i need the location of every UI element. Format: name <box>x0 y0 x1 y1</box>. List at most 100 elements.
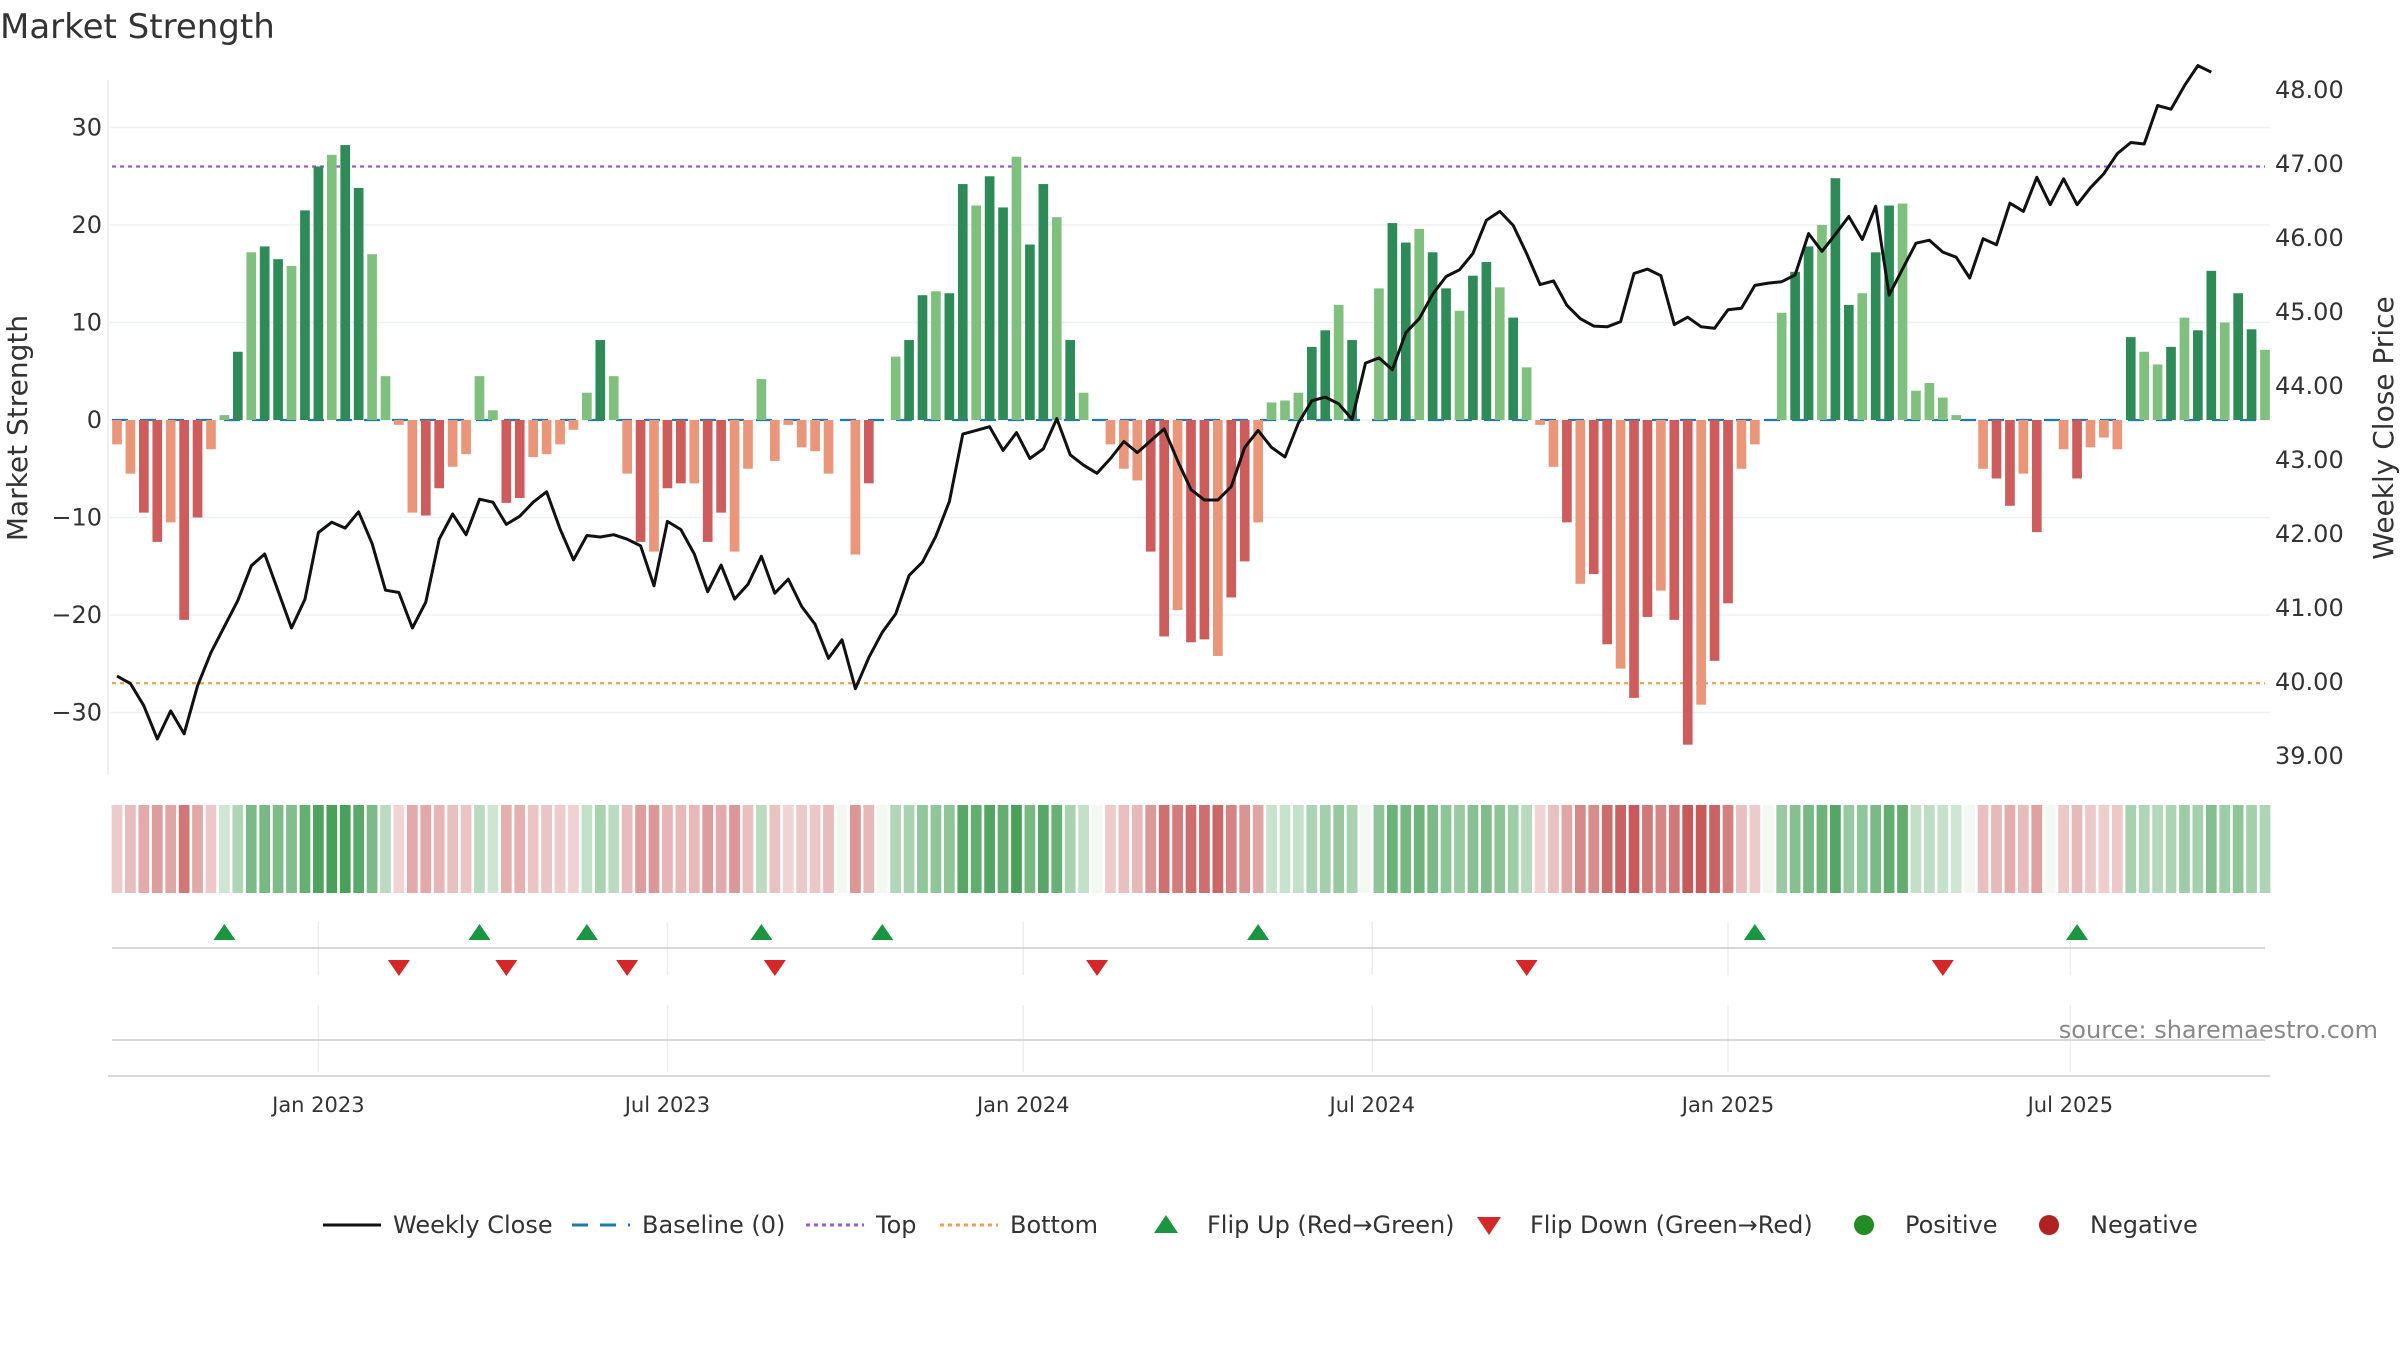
strength-bar <box>944 293 955 420</box>
strip-cell <box>970 805 982 893</box>
strength-bar <box>568 420 579 430</box>
strip-cell <box>2071 805 2083 893</box>
strip-cell <box>138 805 150 893</box>
strip-cell <box>688 805 700 893</box>
flip-markers <box>213 924 2089 976</box>
strip-cell <box>943 805 955 893</box>
legend-swatch-flip-down <box>1477 1217 1501 1235</box>
strength-bar <box>1427 252 1438 420</box>
legend-label-flip-up: Flip Up (Red→Green) <box>1207 1211 1455 1239</box>
strength-bar <box>1119 420 1129 469</box>
strength-bar <box>1172 420 1183 611</box>
strength-bar <box>931 291 941 420</box>
strip-cell <box>1078 805 1089 893</box>
strip-cell <box>1454 805 1465 893</box>
strength-bar <box>2058 420 2069 450</box>
strength-bar <box>1656 420 1666 591</box>
strip-cell <box>782 805 794 893</box>
strip-cell <box>1910 805 1922 893</box>
strip-cell <box>1776 805 1788 893</box>
strip-cell <box>1977 805 1989 893</box>
strip-cell <box>1843 805 1855 893</box>
flip-down-marker <box>495 960 518 976</box>
weekly-close-line <box>116 64 2212 741</box>
strength-bar <box>1615 420 1626 669</box>
strip-cell <box>1212 805 1224 893</box>
y-tick-right: 41.00 <box>2275 594 2344 622</box>
strip-cell <box>1561 805 1573 893</box>
strip-cell <box>715 805 727 893</box>
strength-bar <box>1696 420 1706 705</box>
strength-bar <box>1575 420 1586 584</box>
strip-cell <box>460 805 472 893</box>
strip-cell <box>2192 805 2204 893</box>
strength-bar <box>447 420 458 467</box>
strip-cell <box>1548 805 1559 893</box>
strip-cell <box>2138 805 2150 893</box>
strength-bar <box>904 340 914 420</box>
strength-bar <box>1414 228 1425 420</box>
legend-label-top: Top <box>875 1211 917 1239</box>
strength-bar <box>300 210 310 420</box>
strip-cell <box>1480 805 1492 893</box>
y-tick-left: 10 <box>71 309 102 337</box>
legend: Weekly Close Baseline (0) Top Bottom Flip Up… <box>323 1211 2198 1239</box>
strength-bar <box>1870 252 1881 420</box>
strip-cell <box>769 805 781 893</box>
strength-bar <box>1011 156 1022 420</box>
strip-cell <box>554 805 566 893</box>
strength-bar <box>1521 367 1532 420</box>
strip-cell <box>1011 805 1022 893</box>
x-tick-label: Jul 2024 <box>1328 1093 1415 1117</box>
strength-bars <box>112 145 2270 745</box>
strength-bar <box>1535 420 1545 425</box>
strength-bar <box>1508 317 1519 420</box>
strip-cell <box>380 805 391 893</box>
strength-bar <box>434 420 445 489</box>
strength-bar <box>1065 340 1076 420</box>
strength-bar <box>152 420 163 542</box>
strip-cell <box>514 805 526 893</box>
y-tick-right: 43.00 <box>2275 446 2344 474</box>
strip-cell <box>702 805 714 893</box>
strip-cell <box>1615 805 1626 893</box>
legend-label-bottom: Bottom <box>1010 1211 1098 1239</box>
strip-cell <box>1440 805 1452 893</box>
strength-bar <box>2219 322 2230 420</box>
strength-bar <box>2072 420 2082 479</box>
strip-cell <box>1574 805 1586 893</box>
strip-cell <box>447 805 458 893</box>
strength-bar <box>863 420 874 484</box>
x-tick-label: Jan 2025 <box>1680 1093 1775 1117</box>
strength-bar <box>259 246 270 420</box>
strength-bar <box>273 259 283 420</box>
strip-cell <box>286 805 297 893</box>
flip-up-marker <box>750 924 773 940</box>
strength-bar <box>1333 304 1344 420</box>
strength-bar <box>1494 287 1505 420</box>
strip-cell <box>1655 805 1667 893</box>
strength-bar <box>528 420 539 458</box>
legend-label-negative: Negative <box>2090 1211 2198 1239</box>
strip-cell <box>957 805 969 893</box>
strip-cell <box>1856 805 1868 893</box>
y-tick-left: −20 <box>51 601 102 629</box>
strip-cell <box>1937 805 1949 893</box>
strength-bar <box>689 420 700 484</box>
strength-bar <box>1669 420 1680 620</box>
strip-cell <box>1803 805 1814 893</box>
strength-bar <box>420 420 431 516</box>
legend-swatch-flip-up <box>1154 1215 1178 1233</box>
strip-cell <box>393 805 405 893</box>
y-axis-right-title: Weekly Close Price <box>2367 296 2400 559</box>
strip-cell <box>2259 805 2271 893</box>
strip-cell <box>353 805 365 893</box>
strength-bar <box>2018 420 2029 474</box>
strength-bar <box>769 420 780 461</box>
strip-cell <box>1185 805 1197 893</box>
strength-bar <box>380 376 391 420</box>
strip-cell <box>500 805 512 893</box>
strip-cell <box>568 805 579 893</box>
strength-bar <box>1441 288 1451 420</box>
strength-bar <box>1723 420 1733 604</box>
